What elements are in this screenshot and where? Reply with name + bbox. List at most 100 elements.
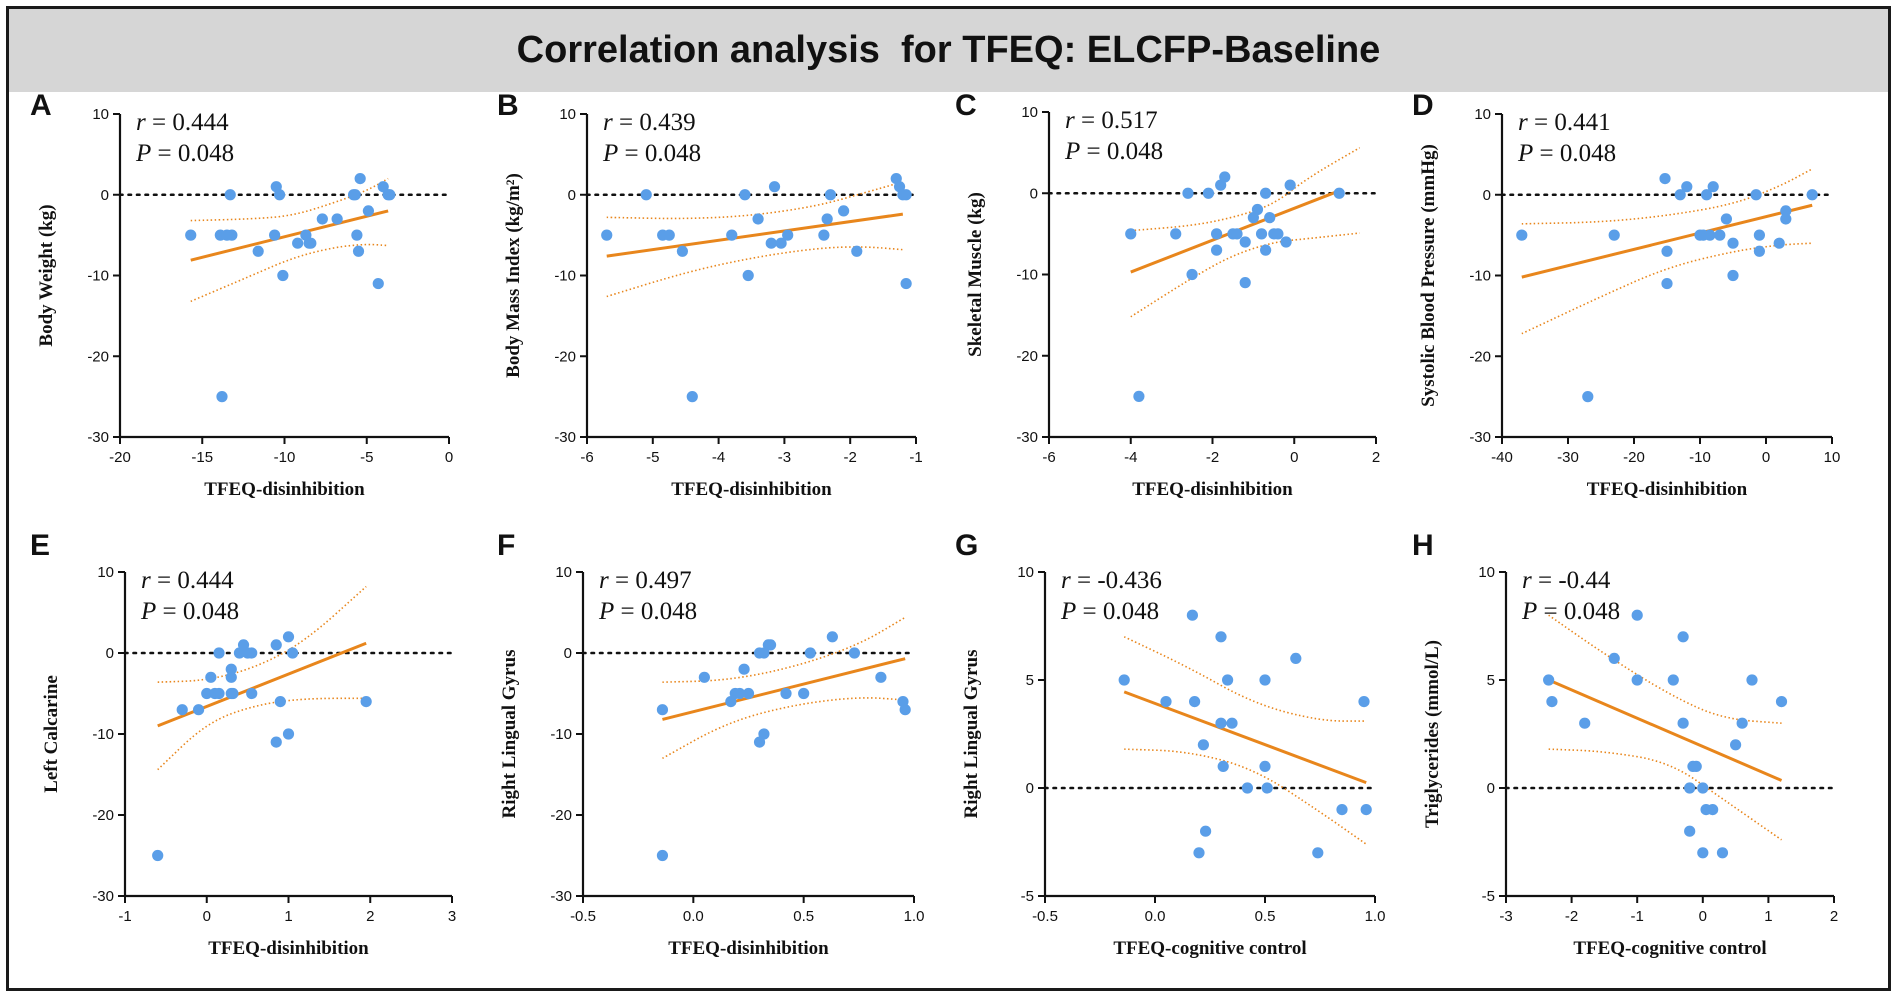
r-symbol-b: r: [603, 109, 613, 136]
data-point-g: [1222, 674, 1234, 686]
data-point-c: [1182, 187, 1194, 199]
x-tick-label-e: 0: [203, 908, 211, 925]
data-point-c: [1202, 187, 1215, 199]
data-point-e: [270, 736, 282, 748]
y-tick-label-g: 5: [1026, 672, 1034, 689]
ci-lower-band-h: [1548, 748, 1782, 841]
data-point-d: [1750, 189, 1762, 201]
ci-lower-band-b: [606, 246, 903, 298]
data-point-h: [1697, 782, 1709, 794]
ci-upper-band-b: [606, 181, 904, 220]
p-value-h: = 0.048: [1537, 598, 1620, 625]
data-point-d: [1582, 391, 1594, 403]
data-point-f: [758, 647, 770, 659]
data-point-d: [1516, 229, 1528, 241]
data-point-c: [1260, 187, 1272, 199]
p-value-g: = 0.048: [1076, 598, 1159, 625]
x-tick-label-f: 0.5: [793, 908, 814, 925]
p-value-f: = 0.048: [614, 598, 697, 625]
x-tick-label-g: 1.0: [1365, 908, 1386, 925]
data-point-b: [752, 213, 764, 225]
y-tick-label-b: -20: [554, 348, 576, 365]
y-tick-label-b: -10: [554, 268, 576, 285]
panel-letter-f: F: [497, 529, 515, 562]
data-point-e: [282, 631, 295, 643]
data-point-d: [1720, 213, 1732, 225]
x-tick-label-f: 1.0: [904, 908, 925, 925]
data-point-f: [656, 849, 669, 862]
ci-upper-band-a: [190, 177, 389, 222]
data-point-g: [1312, 847, 1324, 859]
regression-line-b: [606, 212, 904, 258]
r-statistic-a: r = 0.444: [136, 109, 229, 136]
data-point-g: [1215, 631, 1227, 643]
r-value-f: = 0.497: [609, 567, 692, 594]
y-tick-label-f: 0: [564, 645, 572, 662]
data-point-e: [274, 696, 286, 708]
data-point-a: [252, 245, 264, 257]
p-statistic-h: P = 0.048: [1521, 598, 1620, 625]
y-axis-label-c: Skeletal Muscle (kg): [965, 192, 986, 357]
data-point-e: [360, 696, 372, 708]
panel-letter-e: E: [30, 529, 50, 562]
y-tick-label-h: 10: [1478, 564, 1495, 581]
data-point-g: [1189, 696, 1201, 708]
data-point-g: [1197, 739, 1209, 751]
data-point-b: [768, 181, 781, 193]
y-axis-label-a: Body Weight (kg): [36, 204, 57, 346]
y-tick-label-f: -10: [550, 726, 572, 743]
data-point-b: [742, 269, 754, 282]
p-symbol-f: P: [598, 598, 614, 625]
data-point-g: [1160, 696, 1172, 708]
ci-lower-band-f: [662, 697, 906, 759]
data-point-d: [1714, 229, 1726, 241]
data-point-b: [900, 189, 912, 201]
data-point-d: [1707, 181, 1719, 193]
data-point-c: [1255, 228, 1268, 240]
x-tick-label-b: -6: [580, 449, 593, 466]
data-point-h: [1775, 696, 1788, 708]
data-point-e: [213, 647, 225, 659]
data-point-b: [782, 229, 794, 241]
data-point-h: [1690, 760, 1702, 773]
data-point-d: [1727, 269, 1739, 282]
data-point-c: [1125, 228, 1137, 240]
data-point-e: [205, 671, 217, 683]
data-point-d: [1806, 189, 1818, 201]
p-statistic-d: P = 0.048: [1517, 140, 1616, 167]
y-tick-label-a: 10: [92, 106, 109, 123]
panel-letter-h: H: [1412, 529, 1434, 562]
data-point-a: [372, 277, 384, 290]
x-tick-label-a: -20: [109, 449, 131, 466]
data-point-d: [1661, 245, 1673, 257]
x-tick-label-c: -6: [1042, 449, 1055, 466]
data-point-e: [201, 687, 213, 700]
y-tick-label-d: 0: [1483, 187, 1491, 204]
x-tick-label-b: -2: [844, 449, 857, 466]
data-point-a: [331, 213, 343, 225]
data-point-f: [656, 704, 669, 716]
x-tick-label-c: -2: [1206, 449, 1219, 466]
ci-lower-band-c: [1130, 232, 1360, 318]
data-point-g: [1226, 717, 1238, 729]
ci-upper-band-g: [1123, 636, 1367, 722]
y-tick-label-d: -10: [1469, 268, 1491, 285]
data-point-e: [192, 704, 205, 716]
x-tick-label-e: -1: [118, 908, 131, 925]
data-point-f: [899, 704, 911, 716]
data-point-h: [1746, 674, 1758, 686]
r-value-h: = -0.44: [1532, 567, 1611, 594]
data-point-e: [176, 704, 188, 716]
x-tick-label-a: -5: [360, 449, 373, 466]
data-point-c: [1280, 236, 1292, 248]
data-point-c: [1210, 228, 1223, 240]
data-point-g: [1217, 760, 1229, 773]
y-tick-label-c: -10: [1016, 267, 1038, 284]
data-point-h: [1608, 652, 1620, 665]
data-point-g: [1360, 804, 1372, 816]
data-point-a: [352, 245, 365, 257]
data-point-g: [1193, 847, 1205, 859]
data-point-e: [246, 687, 258, 700]
x-tick-label-h: -2: [1565, 908, 1578, 925]
data-point-f: [798, 687, 810, 700]
